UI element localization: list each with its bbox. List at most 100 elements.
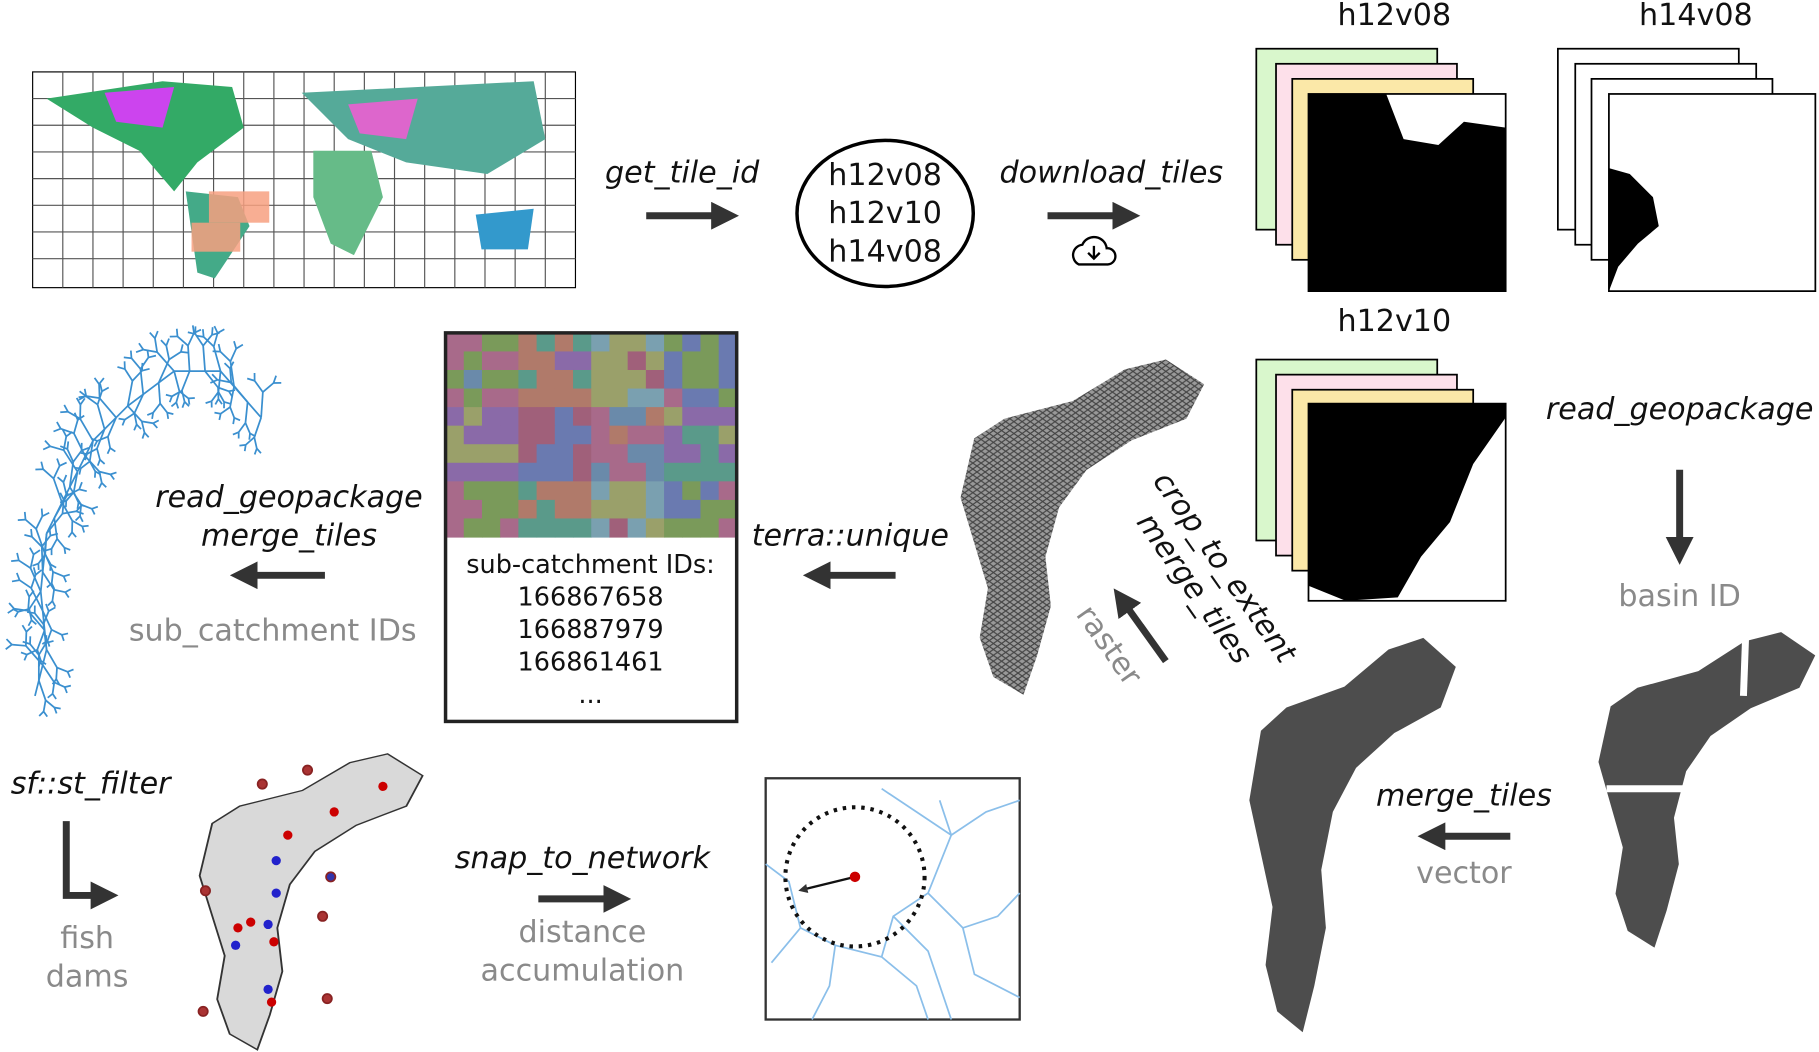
id-box-part-part (700, 351, 720, 371)
river-network-part (123, 356, 132, 360)
river-network-part (63, 492, 69, 501)
filtered-points-part-part (263, 919, 273, 930)
river-network-part (107, 436, 111, 449)
id-box-part-part (645, 499, 665, 520)
note: distance (519, 915, 647, 950)
cloud-download-icon (1071, 235, 1117, 266)
id-box-part-part (536, 481, 556, 501)
river-network-part (14, 607, 29, 612)
snap-box-part (798, 876, 851, 894)
river-network-part (152, 419, 160, 425)
filtered-points-part-part (317, 910, 329, 922)
river-network-part (25, 625, 33, 633)
id-box-part-part (500, 518, 519, 538)
id-box-part-part (500, 425, 519, 445)
river-network-part (233, 340, 238, 349)
id-box-part-part (445, 332, 465, 353)
river-network-part (23, 654, 28, 661)
river-network-part (64, 588, 72, 593)
id-box-part-part (718, 369, 738, 390)
id-box-part-part (463, 499, 483, 520)
river-network-part (64, 591, 70, 598)
river-network-part (214, 398, 220, 405)
river-network-part (129, 350, 133, 359)
river-network-part (24, 518, 37, 530)
river-network-part (118, 417, 125, 421)
river-network-part (165, 338, 170, 347)
id-box-part-part (718, 388, 738, 408)
river-network-part (30, 528, 33, 537)
river-network-part (45, 699, 56, 709)
river-network-part (217, 343, 222, 352)
id-box-part-part (536, 444, 556, 464)
river-network-part (51, 600, 57, 608)
river-network-part (51, 693, 57, 700)
function-label: download_tiles (999, 155, 1223, 190)
id-box-part-part (573, 518, 592, 538)
river-network-part (98, 397, 117, 419)
id-box-part-part (445, 444, 465, 464)
river-network-part (66, 441, 70, 450)
river-network-part (63, 573, 70, 578)
river-network-part (178, 390, 190, 400)
river-network-part (54, 706, 61, 710)
river-network-part (154, 330, 159, 339)
river-network-part (83, 388, 88, 397)
river-network-part (180, 344, 184, 353)
filtered-points-part-part (321, 993, 333, 1005)
world-map-part (313, 150, 383, 256)
river-network-part (42, 700, 47, 712)
river-network-part (7, 608, 15, 614)
id-box-part-part (536, 407, 556, 427)
id-box-part-part (518, 407, 538, 427)
id-box-part-part (445, 425, 465, 445)
id-box-part-part (573, 462, 592, 482)
id-box-part-part (664, 351, 683, 371)
river-network-part (76, 510, 84, 515)
river-network-part (59, 461, 67, 467)
river-network-part (41, 610, 53, 631)
split-basin (1598, 632, 1816, 948)
tile-id: h14v08 (828, 234, 942, 269)
id-box-part-part (700, 369, 720, 390)
river-network-part (11, 643, 26, 647)
river-network-part (214, 411, 221, 415)
river-network-part (173, 370, 181, 392)
id-box-part-part (591, 369, 611, 390)
river-network-part (11, 559, 19, 562)
river-network-part (81, 447, 90, 452)
id-box-part-part (591, 499, 611, 520)
river-network-part (130, 357, 142, 370)
tile-id: h12v10 (828, 196, 942, 231)
tile-stack-h12v08: h12v08 (1255, 0, 1507, 292)
id-box-part-part (554, 499, 574, 520)
id-box-part-part (682, 388, 702, 408)
river-network-part (85, 395, 99, 406)
id-box-part-part (500, 462, 519, 482)
id-box-part-part (536, 518, 556, 538)
river-network-part (109, 473, 115, 481)
id-box-part-part (500, 407, 519, 427)
id-box-part-part (700, 444, 720, 464)
id-box-part-part (609, 388, 629, 408)
river-network-part (63, 686, 68, 694)
river-network-part (50, 571, 54, 584)
id-box-part-part (500, 332, 519, 353)
river-network-part (101, 386, 110, 393)
river-network-part (96, 435, 109, 442)
id-box-part-part (463, 388, 483, 408)
filtered-points-part-part (199, 885, 211, 897)
river-network-part (52, 465, 61, 479)
id-box-part-part (645, 481, 665, 501)
filtered-points-part-part (302, 764, 314, 776)
river-network-part (262, 382, 275, 393)
filtered-points-part-part (283, 830, 293, 840)
river-network-part (260, 392, 264, 418)
river-network-part (33, 549, 41, 556)
river-network-part (38, 642, 47, 656)
id-box-part-part (554, 388, 574, 408)
river-network-part (28, 590, 35, 598)
river-network-part (67, 531, 73, 538)
river-network-part (63, 404, 69, 413)
river-network-part (175, 391, 181, 403)
